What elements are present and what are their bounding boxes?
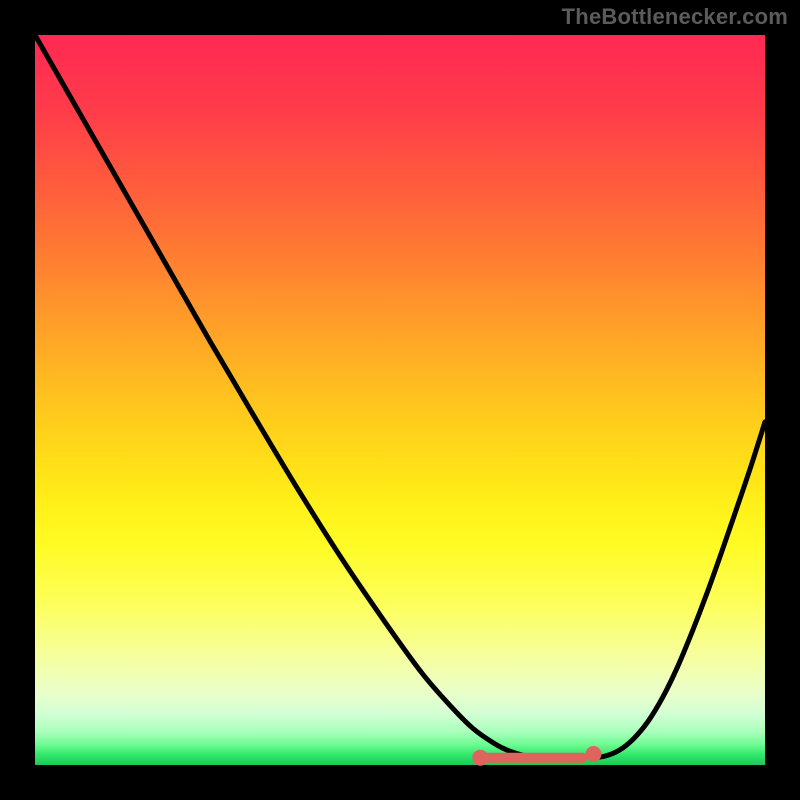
attribution-text: TheBottlenecker.com — [562, 4, 788, 30]
bottleneck-curve-chart — [0, 0, 800, 800]
plot-area — [35, 35, 765, 765]
optimal-zone-start-cap — [472, 750, 488, 766]
optimal-zone-end-marker — [585, 746, 601, 762]
chart-container: TheBottlenecker.com — [0, 0, 800, 800]
